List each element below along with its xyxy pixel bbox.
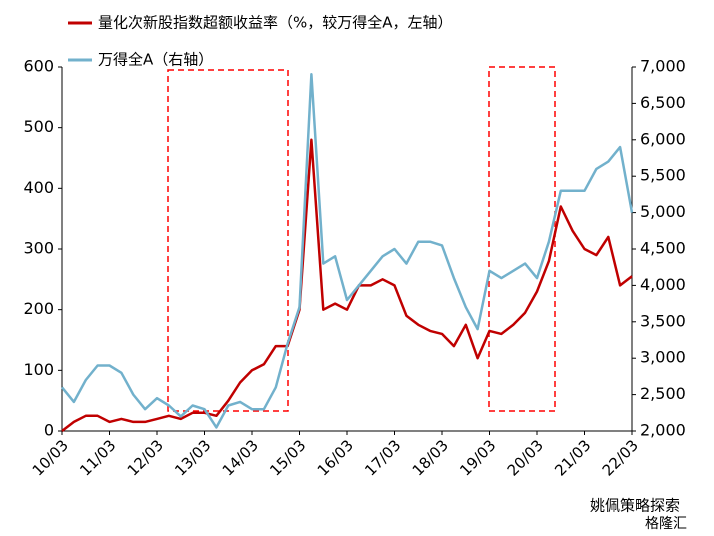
x-tick-label: 11/03 [76, 436, 119, 479]
legend-label: 万得全A（右轴） [98, 51, 213, 69]
y2-tick-label: 5,000 [640, 202, 686, 221]
x-tick-label: 10/03 [29, 436, 72, 479]
x-tick-label: 21/03 [551, 436, 594, 479]
y2-tick-label: 6,500 [640, 93, 686, 112]
highlight-box [167, 69, 289, 412]
x-tick-label: 20/03 [504, 436, 547, 479]
legend-label: 量化次新股指数超额收益率（%，较万得全A，左轴） [98, 14, 453, 32]
y2-tick-label: 4,500 [640, 239, 686, 258]
y2-tick-label: 2,000 [640, 421, 686, 440]
x-tick-label: 19/03 [456, 436, 499, 479]
y2-tick-label: 5,500 [640, 166, 686, 185]
x-tick-label: 22/03 [599, 436, 642, 479]
line-series [61, 138, 633, 432]
y-tick-label: 500 [23, 117, 54, 136]
y-tick-label: 400 [23, 178, 54, 197]
x-tick-label: 18/03 [409, 436, 452, 479]
x-tick-label: 16/03 [314, 436, 357, 479]
x-tick-label: 14/03 [219, 436, 262, 479]
watermark: 格隆汇 [645, 516, 687, 532]
highlight-box [488, 66, 556, 412]
y-tick-label: 0 [44, 421, 54, 440]
watermark: 姚佩策略探索 [590, 497, 680, 515]
y2-tick-label: 3,000 [640, 348, 686, 367]
line-series [61, 73, 634, 429]
y2-tick-label: 4,000 [640, 275, 686, 294]
y2-tick-label: 2,500 [640, 384, 686, 403]
x-tick-label: 15/03 [266, 436, 309, 479]
x-tick-label: 17/03 [361, 436, 404, 479]
y-tick-label: 300 [23, 239, 54, 258]
y-tick-label: 100 [23, 360, 54, 379]
y-tick-label: 200 [23, 299, 54, 318]
y2-tick-label: 3,500 [640, 311, 686, 330]
x-tick-label: 13/03 [171, 436, 214, 479]
y-tick-label: 600 [23, 57, 54, 76]
y2-tick-label: 6,000 [640, 129, 686, 148]
x-tick-label: 12/03 [124, 436, 167, 479]
y2-tick-label: 7,000 [640, 57, 686, 76]
